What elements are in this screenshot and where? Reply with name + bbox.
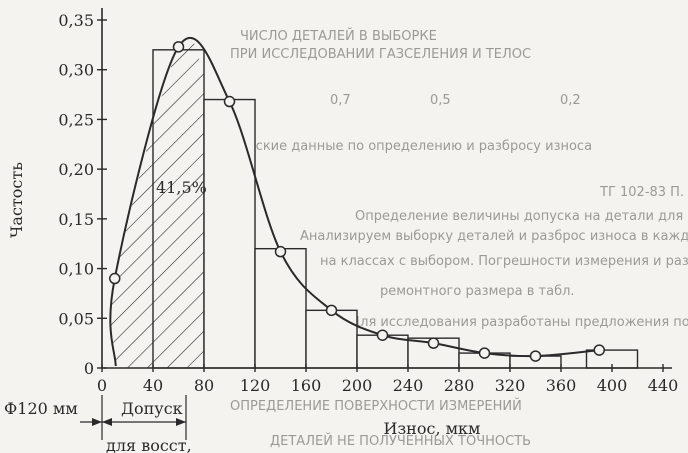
bg-text-line: Для исследования разработаны предложения… bbox=[350, 315, 688, 330]
y-tick-label: 0,25 bbox=[58, 110, 94, 129]
x-axis-title: Износ, мкм bbox=[384, 419, 481, 438]
bg-text-line: Определение величины допуска на детали д… bbox=[355, 209, 688, 224]
histogram-bar bbox=[254, 247, 307, 369]
curve-point bbox=[529, 350, 542, 362]
y-tick-label: 0,30 bbox=[58, 61, 94, 80]
curve-point bbox=[478, 347, 491, 359]
x-tick-label: 80 bbox=[194, 376, 214, 395]
bg-header-1: ЧИСЛО ДЕТАЛЕЙ В ВЫБОРКЕ bbox=[240, 28, 437, 44]
x-tick-label: 240 bbox=[393, 376, 424, 395]
background-text: ЧИСЛО ДЕТАЛЕЙ В ВЫБОРКЕ ПРИ ИССЛЕДОВАНИИ… bbox=[230, 28, 688, 449]
y-tick-label: 0,05 bbox=[58, 309, 94, 328]
tolerance-label-line1: Допуск bbox=[121, 399, 183, 418]
x-tick-label: 120 bbox=[240, 376, 271, 395]
x-tick-label: 0 bbox=[97, 376, 107, 395]
curve-point bbox=[223, 95, 236, 108]
area-percent-label: 41,5% bbox=[156, 178, 207, 197]
y-tick-label: 0,20 bbox=[58, 160, 94, 179]
bg-text-line: на классах с выбором. Погрешности измере… bbox=[320, 254, 688, 269]
y-axis-ticks: 0 0,05 0,10 0,15 0,20 0,25 0,30 0,35 bbox=[58, 11, 107, 378]
y-axis-title: Частость bbox=[7, 162, 26, 238]
curve-point bbox=[593, 344, 605, 356]
diameter-label: Ф120 мм bbox=[4, 399, 78, 418]
bg-footer-2: ДЕТАЛЕЙ НЕ ПОЛУЧЕННЫХ ТОЧНОСТЬ bbox=[270, 433, 531, 449]
x-tick-label: 200 bbox=[342, 376, 373, 395]
y-tick-label: 0,35 bbox=[58, 11, 94, 30]
bg-table-cell: 0,7 bbox=[330, 93, 351, 108]
y-tick-label: 0,10 bbox=[58, 260, 94, 279]
x-tick-label: 360 bbox=[546, 376, 577, 395]
curve-point bbox=[172, 41, 185, 53]
x-tick-label: 40 bbox=[143, 376, 163, 395]
x-tick-label: 160 bbox=[291, 376, 322, 395]
curve-point bbox=[427, 337, 440, 349]
bg-text-line: ческие данные по определению и разбросу … bbox=[240, 139, 592, 154]
curve-point bbox=[325, 304, 338, 317]
y-tick-label: 0 bbox=[84, 359, 94, 378]
x-tick-label: 280 bbox=[444, 376, 475, 395]
x-axis-ticks: 0 40 80 120 160 200 240 280 320 360 400 440 bbox=[97, 364, 678, 395]
histogram-bar bbox=[203, 98, 256, 369]
tolerance-label-line2: для восст, bbox=[106, 436, 192, 453]
curve-point bbox=[109, 272, 121, 285]
x-tick-label: 400 bbox=[597, 376, 628, 395]
bg-table-cell: 0,5 bbox=[430, 93, 451, 108]
bg-text-line: ТГ 102-83 П. bbox=[599, 185, 684, 200]
tolerance-dimension bbox=[80, 395, 187, 440]
x-tick-label: 320 bbox=[495, 376, 526, 395]
hatched-tolerance-area bbox=[110, 36, 204, 369]
bg-text-line: Анализируем выборку деталей и разброс из… bbox=[300, 229, 688, 244]
bg-footer-1: ОПРЕДЕЛЕНИЕ ПОВЕРХНОСТИ ИЗМЕРЕНИЙ bbox=[230, 398, 522, 414]
curve-point bbox=[274, 245, 287, 258]
curve-points bbox=[109, 41, 605, 362]
curve-point bbox=[376, 329, 389, 341]
bg-header-2: ПРИ ИССЛЕДОВАНИИ ГАЗСЕЛЕНИЯ И ТЕЛОС bbox=[230, 47, 531, 62]
histogram-bar bbox=[305, 309, 358, 369]
bg-table-cell: 0,2 bbox=[560, 93, 581, 108]
x-tick-label: 440 bbox=[648, 376, 679, 395]
y-tick-label: 0,15 bbox=[58, 210, 94, 229]
bg-text-line: ремонтного размера в табл. bbox=[380, 284, 575, 299]
